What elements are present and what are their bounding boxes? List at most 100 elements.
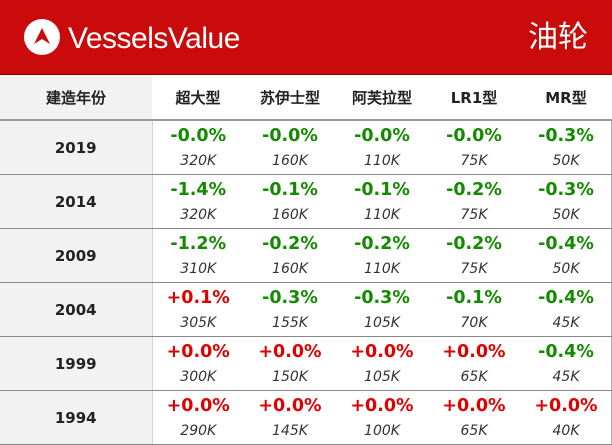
table-row: 2009 -1.2% 310K -0.2% 160K -0.2% 110K -0.2% 75K -… [0, 228, 612, 283]
value-cell-vlcc: +0.1% 305K [152, 282, 244, 337]
percent-change: +0.0% [350, 341, 414, 362]
value-cell-mr: -0.4% 45K [520, 282, 612, 337]
vessel-value: 150K [272, 368, 308, 385]
build-year-cell: 1999 [0, 336, 153, 391]
value-cell-vlcc: -0.0% 320K [152, 120, 244, 175]
value-cell-suezmax: +0.0% 150K [244, 336, 336, 391]
column-header-suezmax: 苏伊士型 [244, 75, 336, 121]
percent-change: -0.2% [262, 233, 318, 254]
percent-change: +0.0% [258, 395, 322, 416]
value-cell-vlcc: -1.4% 320K [152, 174, 244, 229]
column-header-build-year: 建造年份 [0, 75, 152, 121]
percent-change: +0.0% [166, 341, 230, 362]
value-cell-lr1: -0.1% 70K [428, 282, 520, 337]
percent-change: -1.2% [170, 233, 227, 254]
percent-change: +0.0% [534, 395, 598, 416]
value-cell-lr1: +0.0% 65K [428, 336, 520, 391]
vessel-value: 65K [460, 368, 488, 385]
value-cell-aframax: +0.0% 105K [336, 336, 428, 391]
value-cell-mr: -0.3% 50K [520, 174, 612, 229]
value-cell-vlcc: -1.2% 310K [152, 228, 244, 283]
percent-change: -0.1% [354, 179, 410, 200]
vessel-value: 160K [272, 260, 308, 277]
vessel-value: 75K [460, 152, 488, 169]
value-cell-lr1: -0.2% 75K [428, 228, 520, 283]
percent-change: -0.3% [354, 287, 410, 308]
vessel-value: 40K [552, 422, 580, 439]
value-cell-mr: -0.4% 50K [520, 228, 612, 283]
table-row: 2019 -0.0% 320K -0.0% 160K -0.0% 110K -0.0% 75K -… [0, 120, 612, 175]
build-year-cell: 2009 [0, 228, 153, 283]
value-cell-lr1: -0.0% 75K [428, 120, 520, 175]
table-header-row: 建造年份 超大型 苏伊士型 阿芙拉型 LR1型 MR型 [0, 75, 612, 121]
vessel-value: 110K [364, 152, 400, 169]
vessel-value: 160K [272, 206, 308, 223]
table-body: 2019 -0.0% 320K -0.0% 160K -0.0% 110K -0.0% 75K -… [0, 120, 612, 445]
vessel-value: 45K [552, 314, 580, 331]
vessel-value: 70K [460, 314, 488, 331]
vessel-value: 110K [364, 260, 400, 277]
column-header-aframax: 阿芙拉型 [336, 75, 428, 121]
value-cell-lr1: -0.2% 75K [428, 174, 520, 229]
percent-change: -0.1% [262, 179, 318, 200]
percent-change: +0.0% [442, 395, 506, 416]
vesselsvalue-logo-icon [24, 19, 60, 55]
percent-change: -0.0% [446, 125, 502, 146]
vessel-value: 290K [180, 422, 217, 439]
vessel-value: 50K [552, 260, 580, 277]
percent-change: -0.3% [262, 287, 318, 308]
value-cell-suezmax: -0.1% 160K [244, 174, 336, 229]
table-row: 1999 +0.0% 300K +0.0% 150K +0.0% 105K +0.0% 65K -… [0, 336, 612, 391]
vessel-value: 305K [180, 314, 217, 331]
vessel-value: 320K [180, 206, 217, 223]
vessel-value: 50K [552, 152, 580, 169]
vessel-value: 320K [180, 152, 217, 169]
percent-change: +0.0% [442, 341, 506, 362]
percent-change: -0.2% [446, 233, 502, 254]
vessel-value: 310K [180, 260, 217, 277]
vessel-value: 145K [272, 422, 308, 439]
table-row: 2014 -1.4% 320K -0.1% 160K -0.1% 110K -0.2% 75K -… [0, 174, 612, 229]
percent-change: -0.1% [446, 287, 502, 308]
vessel-value: 75K [460, 260, 488, 277]
value-cell-aframax: -0.1% 110K [336, 174, 428, 229]
value-cell-aframax: -0.0% 110K [336, 120, 428, 175]
percent-change: -0.0% [354, 125, 410, 146]
value-cell-suezmax: -0.2% 160K [244, 228, 336, 283]
header-bar: VesselsValue 油轮 [0, 0, 612, 75]
vessel-value: 45K [552, 368, 580, 385]
build-year-cell: 2014 [0, 174, 153, 229]
percent-change: +0.0% [166, 395, 230, 416]
percent-change: -1.4% [170, 179, 227, 200]
percent-change: -0.0% [262, 125, 318, 146]
value-cell-suezmax: +0.0% 145K [244, 390, 336, 445]
vessel-value: 105K [364, 314, 400, 331]
column-header-mr: MR型 [520, 75, 612, 121]
vessel-value: 65K [460, 422, 488, 439]
table-row: 1994 +0.0% 290K +0.0% 145K +0.0% 100K +0.0% 65K +… [0, 390, 612, 445]
percent-change: +0.0% [258, 341, 322, 362]
vessel-value: 50K [552, 206, 580, 223]
page-title: 油轮 [528, 20, 588, 55]
value-cell-aframax: -0.2% 110K [336, 228, 428, 283]
value-cell-aframax: +0.0% 100K [336, 390, 428, 445]
vessel-value: 155K [272, 314, 308, 331]
table-row: 2004 +0.1% 305K -0.3% 155K -0.3% 105K -0.1% 70K -… [0, 282, 612, 337]
value-cell-mr: -0.3% 50K [520, 120, 612, 175]
value-cell-mr: -0.4% 45K [520, 336, 612, 391]
percent-change: -0.3% [538, 179, 594, 200]
column-header-lr1: LR1型 [428, 75, 520, 121]
value-cell-vlcc: +0.0% 300K [152, 336, 244, 391]
percent-change: +0.0% [350, 395, 414, 416]
vessel-value: 160K [272, 152, 308, 169]
percent-change: -0.2% [446, 179, 502, 200]
vessel-value: 100K [364, 422, 400, 439]
vessel-value: 300K [180, 368, 217, 385]
value-cell-aframax: -0.3% 105K [336, 282, 428, 337]
value-cell-suezmax: -0.3% 155K [244, 282, 336, 337]
build-year-cell: 2019 [0, 120, 153, 175]
build-year-cell: 1994 [0, 390, 153, 445]
percent-change: -0.4% [538, 287, 594, 308]
percent-change: -0.3% [538, 125, 594, 146]
vessel-value: 110K [364, 206, 400, 223]
